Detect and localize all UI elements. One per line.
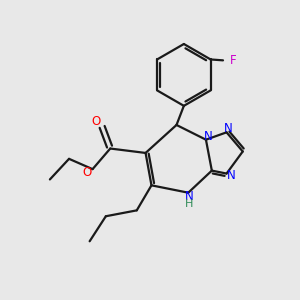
Text: N: N — [227, 169, 236, 182]
Text: N: N — [184, 190, 193, 203]
Text: H: H — [185, 199, 193, 209]
Text: F: F — [230, 54, 237, 68]
Text: N: N — [224, 122, 233, 135]
Text: O: O — [92, 115, 101, 128]
Text: O: O — [83, 166, 92, 178]
Text: N: N — [204, 130, 212, 143]
